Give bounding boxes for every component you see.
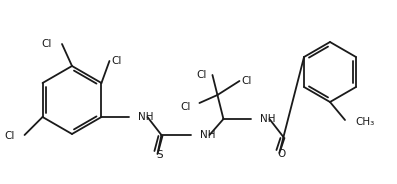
Text: Cl: Cl [196, 70, 206, 80]
Text: Cl: Cl [42, 39, 52, 49]
Text: Cl: Cl [4, 131, 15, 141]
Text: NH: NH [139, 112, 154, 122]
Text: O: O [278, 149, 285, 159]
Text: NH: NH [200, 130, 216, 140]
Text: Cl: Cl [180, 102, 191, 112]
Text: NH: NH [260, 114, 276, 124]
Text: Cl: Cl [112, 56, 122, 66]
Text: CH₃: CH₃ [355, 117, 374, 127]
Text: S: S [156, 150, 163, 160]
Text: Cl: Cl [241, 76, 252, 86]
